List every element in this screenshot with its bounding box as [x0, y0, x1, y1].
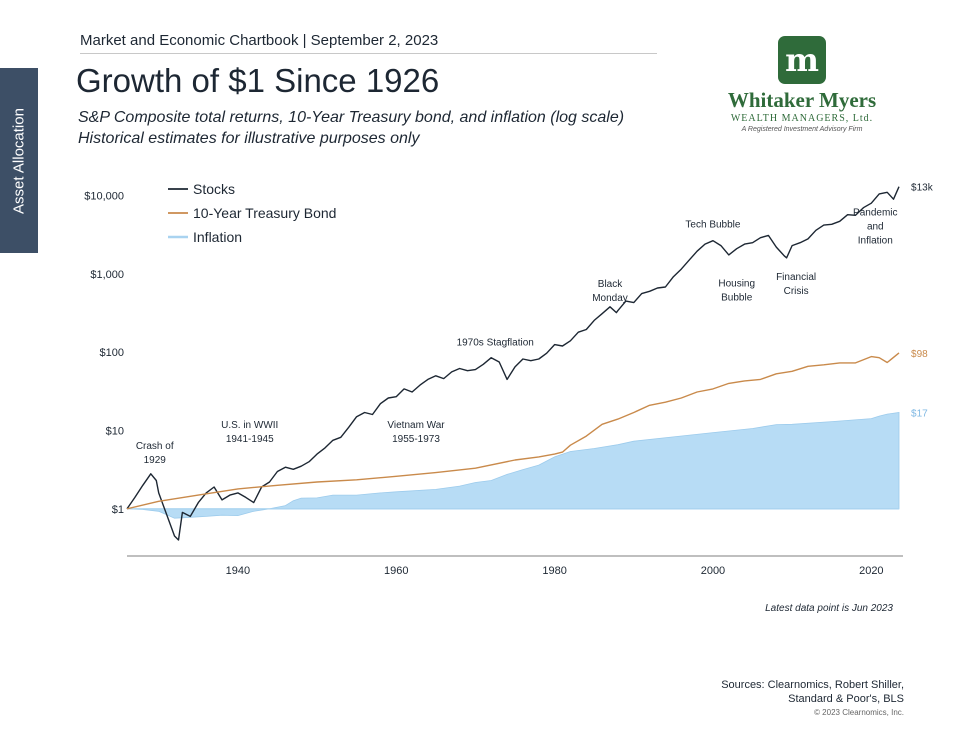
annotation-line: Vietnam War	[387, 420, 445, 431]
annotation-7: Financial Crisis	[776, 272, 816, 297]
chart-subtitle-2: Historical estimates for illustrative pu…	[78, 130, 420, 147]
series-2-area	[126, 412, 900, 519]
annotation-line: 1970s Stagflation	[457, 338, 534, 349]
growth-chart: $13k $98 $17 1940 1960 1980 2000 2020 $1 $10 $100…	[84, 181, 934, 577]
annotation-line: 1941-1945	[226, 434, 274, 445]
sources-text: Sources: Clearnomics, Robert Shiller, St…	[650, 678, 904, 706]
annotation-1: U.S. in WWII 1941-1945	[221, 420, 278, 445]
chart-legend: Stocks 10-Year Treasury Bond Inflation	[168, 181, 336, 245]
logo-subname: WEALTH MANAGERS, Ltd.	[730, 113, 874, 124]
annotation-line: 1929	[144, 455, 167, 466]
annotation-line: 1955-1973	[392, 434, 440, 445]
annotation-layer: Crash of 1929 U.S. in WWII 1941-1945 Vietnam…	[136, 207, 898, 466]
legend-label-2: Inflation	[193, 229, 242, 245]
logo-tagline: A Registered Investment Advisory Firm	[741, 126, 863, 133]
copyright-text: © 2023 Clearnomics, Inc.	[814, 708, 904, 717]
latest-data-note: Latest data point is Jun 2023	[765, 603, 893, 614]
annotation-2: Vietnam War 1955-1973	[387, 420, 445, 445]
annotation-line: and	[867, 221, 884, 232]
firm-logo: m Whitaker Myers WEALTH MANAGERS, Ltd. A…	[722, 36, 882, 133]
annotation-line: Monday	[592, 293, 628, 304]
y-tick-label: $10	[106, 426, 124, 438]
chartbook-header: Market and Economic Chartbook | Septembe…	[80, 32, 439, 49]
series-1-line	[126, 352, 900, 510]
annotation-line: Crisis	[784, 286, 809, 297]
annotation-line: Housing	[718, 279, 755, 290]
annotation-line: Financial	[776, 272, 816, 283]
annotation-line: Bubble	[721, 293, 753, 304]
annotation-line: Inflation	[858, 235, 893, 246]
series-0-line	[126, 186, 900, 541]
x-tick-label: 1940	[226, 565, 250, 577]
legend-label-0: Stocks	[193, 181, 235, 197]
series-1-end-label: $98	[911, 349, 928, 360]
header-divider	[80, 53, 657, 54]
x-tick-label: 1960	[384, 565, 408, 577]
annotation-line: Black	[598, 279, 623, 290]
series-2-end-label: $17	[911, 408, 928, 419]
annotation-line: Tech Bubble	[685, 220, 740, 231]
annotation-6: Housing Bubble	[718, 279, 755, 304]
chart-title: Growth of $1 Since 1926	[76, 62, 440, 99]
axis-layer: 1940 1960 1980 2000 2020 $1 $10 $100 $1,000 $10,0…	[84, 191, 903, 577]
line-layer: $13k $98 $17	[126, 183, 934, 541]
legend-label-1: 10-Year Treasury Bond	[193, 205, 336, 221]
x-tick-label: 1980	[542, 565, 566, 577]
logo-mark-icon: m	[778, 36, 826, 84]
x-tick-label: 2020	[859, 565, 883, 577]
series-0-end-label: $13k	[911, 183, 934, 194]
annotation-line: U.S. in WWII	[221, 420, 278, 431]
y-tick-label: $100	[100, 347, 124, 359]
annotation-line: Pandemic	[853, 207, 897, 218]
x-tick-label: 2000	[701, 565, 725, 577]
annotation-4: Black Monday	[592, 279, 628, 304]
asset-allocation-tab[interactable]: Asset Allocation	[0, 68, 38, 253]
y-tick-label: $1	[112, 504, 124, 516]
logo-name: Whitaker Myers	[727, 88, 877, 112]
area-layer	[126, 412, 900, 519]
annotation-0: Crash of 1929	[136, 441, 174, 466]
annotation-line: Crash of	[136, 441, 174, 452]
annotation-8: Pandemic and Inflation	[853, 207, 897, 246]
y-tick-label: $1,000	[90, 269, 124, 281]
annotation-5: Tech Bubble	[685, 220, 740, 231]
sources-line-1: Sources: Clearnomics, Robert Shiller,	[721, 679, 904, 691]
y-tick-label: $10,000	[84, 191, 124, 203]
annotation-3: 1970s Stagflation	[457, 338, 534, 349]
sources-line-2: Standard & Poor's, BLS	[788, 693, 904, 705]
chart-subtitle-1: S&P Composite total returns, 10-Year Tre…	[78, 109, 625, 126]
